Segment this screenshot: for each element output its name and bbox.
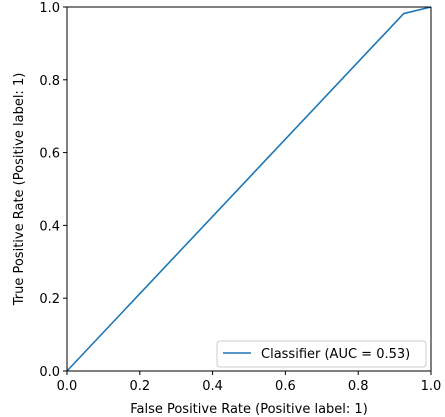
- axes-frame: [66, 6, 432, 372]
- y-tick-label: 0.2: [39, 292, 60, 307]
- x-tick-label: 1.0: [421, 379, 442, 394]
- x-tick-label: 0.2: [129, 379, 150, 394]
- y-tick-label: 1.0: [39, 1, 60, 16]
- legend: Classifier (AUC = 0.53): [216, 340, 427, 368]
- roc-curve-line: [66, 6, 432, 372]
- y-tick-label: 0.8: [39, 74, 60, 89]
- y-tick-label: 0.4: [39, 219, 60, 234]
- plot-area: [67, 7, 431, 371]
- y-tick-label: 0.0: [39, 365, 60, 380]
- x-tick-label: 0.6: [275, 379, 296, 394]
- y-tick-label: 0.6: [39, 147, 60, 162]
- legend-box: [216, 340, 427, 368]
- y-axis-label: True Positive Rate (Positive label: 1): [12, 73, 27, 307]
- x-axis-ticks: 0.0 0.2 0.4 0.6 0.8 1.0: [57, 371, 442, 394]
- series-layer: [66, 6, 432, 372]
- x-tick-label: 0.4: [202, 379, 223, 394]
- y-axis-ticks: 0.0 0.2 0.4 0.6 0.8 1.0: [39, 1, 67, 380]
- x-axis-label: False Positive Rate (Positive label: 1): [130, 402, 368, 417]
- legend-label-classifier: Classifier (AUC = 0.53): [261, 347, 410, 362]
- x-tick-label: 0.0: [57, 379, 78, 394]
- x-tick-label: 0.8: [348, 379, 369, 394]
